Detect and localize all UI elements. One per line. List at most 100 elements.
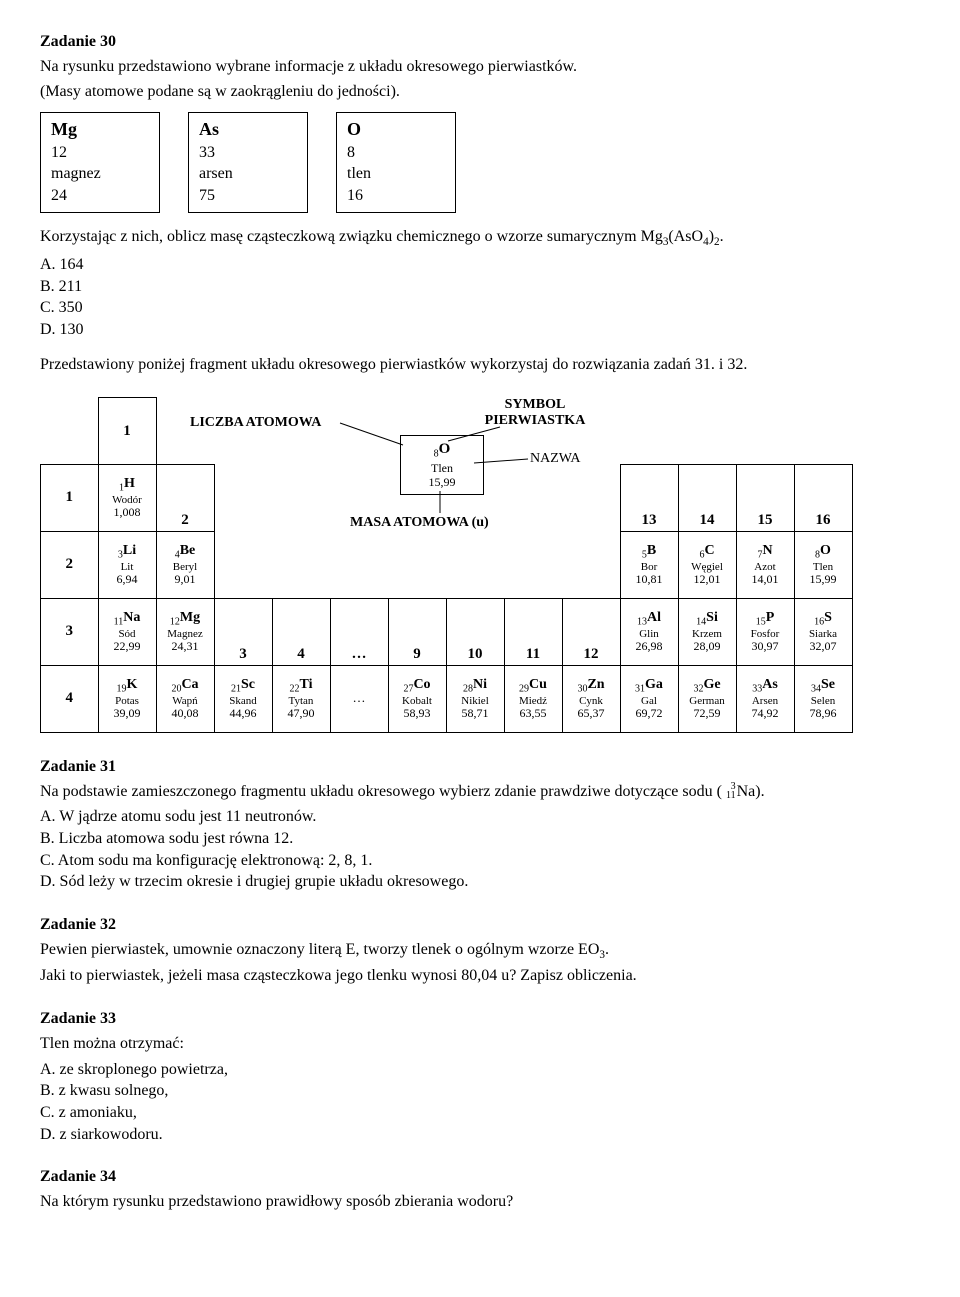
answer-a: A. ze skroplonego powietrza, bbox=[40, 1059, 920, 1081]
group-head-11: 11 bbox=[504, 598, 562, 665]
pt-cell: 22TiTytan47,90 bbox=[272, 665, 330, 732]
t31-intro-text: Na podstawie zamieszczonego fragmentu uk… bbox=[40, 783, 722, 800]
card-symbol: O bbox=[347, 117, 445, 141]
q-dot: . bbox=[720, 228, 724, 245]
answer-d: D. Sód leży w trzecim okresie i drugiej … bbox=[40, 871, 920, 893]
pt-cell: 11NaSód22,99 bbox=[98, 598, 156, 665]
task-30-title: Zadanie 30 bbox=[40, 32, 920, 53]
pt-cell: 29CuMiedź63,55 bbox=[504, 665, 562, 732]
group-head-9: 9 bbox=[388, 598, 446, 665]
task-34-title: Zadanie 34 bbox=[40, 1167, 920, 1188]
pt-cell: 31GaGal69,72 bbox=[620, 665, 678, 732]
pt-cell: 4BeBeryl9,01 bbox=[156, 531, 214, 598]
answer-d: D. z siarkowodoru. bbox=[40, 1124, 920, 1146]
group-head-16: 16 bbox=[794, 464, 852, 531]
q-pre: Korzystając z nich, oblicz masę cząstecz… bbox=[40, 228, 663, 245]
task-33-answers: A. ze skroplonego powietrza, B. z kwasu … bbox=[40, 1059, 920, 1145]
pt-cell: 1H Wodór 1,008 bbox=[98, 464, 156, 531]
task-34: Zadanie 34 Na którym rysunku przedstawio… bbox=[40, 1167, 920, 1213]
task-30-answers: A. 164 B. 211 C. 350 D. 130 bbox=[40, 254, 920, 340]
answer-a: A. 164 bbox=[40, 254, 920, 276]
answer-b: B. 211 bbox=[40, 276, 920, 298]
task-30-intro1: Na rysunku przedstawiono wybrane informa… bbox=[40, 57, 920, 78]
pt-cell: 16SSiarka32,07 bbox=[794, 598, 852, 665]
card-z: 8 bbox=[347, 142, 445, 164]
element-card-o: O 8 tlen 16 bbox=[336, 112, 456, 213]
group-head-3: 3 bbox=[214, 598, 272, 665]
group-head-12: 12 bbox=[562, 598, 620, 665]
task-30: Zadanie 30 Na rysunku przedstawiono wybr… bbox=[40, 32, 920, 375]
pt-cell: 27CoKobalt58,93 bbox=[388, 665, 446, 732]
task-30-question: Korzystając z nich, oblicz masę cząstecz… bbox=[40, 227, 920, 250]
pt-cell: 12MgMagnez24,31 bbox=[156, 598, 214, 665]
answer-d: D. 130 bbox=[40, 319, 920, 341]
bridge-text: Przedstawiony poniżej fragment układu ok… bbox=[40, 355, 920, 376]
group-head-1: 1 bbox=[98, 398, 156, 465]
task-33: Zadanie 33 Tlen można otrzymać: A. ze sk… bbox=[40, 1009, 920, 1145]
answer-a: A. W jądrze atomu sodu jest 11 neutronów… bbox=[40, 806, 920, 828]
task-34-intro: Na którym rysunku przedstawiono prawidło… bbox=[40, 1192, 920, 1213]
pt-cell: 13AlGlin26,98 bbox=[620, 598, 678, 665]
periodic-table-fragment: LICZBA ATOMOWA SYMBOL PIERWIASTKA NAZWA … bbox=[40, 397, 920, 733]
answer-c: C. z amoniaku, bbox=[40, 1102, 920, 1124]
task-30-intro2: (Masy atomowe podane są w zaokrągleniu d… bbox=[40, 82, 920, 103]
pt-cell: 3LiLit6,94 bbox=[98, 531, 156, 598]
pt-cell: 6CWęgiel12,01 bbox=[678, 531, 736, 598]
card-z: 12 bbox=[51, 142, 149, 164]
task-32-title: Zadanie 32 bbox=[40, 915, 920, 936]
group-head-ellipsis: … bbox=[330, 598, 388, 665]
group-head-15: 15 bbox=[736, 464, 794, 531]
period-4: 4 bbox=[41, 665, 99, 732]
element-cards-row: Mg 12 magnez 24 As 33 arsen 75 O 8 tlen … bbox=[40, 112, 920, 213]
pt-cell: 33AsArsen74,92 bbox=[736, 665, 794, 732]
card-symbol: Mg bbox=[51, 117, 149, 141]
answer-c: C. 350 bbox=[40, 297, 920, 319]
card-mass: 75 bbox=[199, 185, 297, 207]
pt-ellipsis: … bbox=[330, 665, 388, 732]
card-name: magnez bbox=[51, 163, 149, 185]
pt-cell: 19KPotas39,09 bbox=[98, 665, 156, 732]
pt-cell: 30ZnCynk65,37 bbox=[562, 665, 620, 732]
element-card-mg: Mg 12 magnez 24 bbox=[40, 112, 160, 213]
answer-c: C. Atom sodu ma konfigurację elektronową… bbox=[40, 850, 920, 872]
group-head-14: 14 bbox=[678, 464, 736, 531]
pt-cell: 28NiNikiel58,71 bbox=[446, 665, 504, 732]
pt-cell: 15PFosfor30,97 bbox=[736, 598, 794, 665]
answer-b: B. z kwasu solnego, bbox=[40, 1080, 920, 1102]
pt-cell: 7NAzot14,01 bbox=[736, 531, 794, 598]
period-2: 2 bbox=[41, 531, 99, 598]
period-1: 1 bbox=[41, 464, 99, 531]
group-head-10: 10 bbox=[446, 598, 504, 665]
answer-b: B. Liczba atomowa sodu jest równa 12. bbox=[40, 828, 920, 850]
card-z: 33 bbox=[199, 142, 297, 164]
task-32-line2: Jaki to pierwiastek, jeżeli masa cząstec… bbox=[40, 966, 920, 987]
periodic-table: 1 1 1H Wodór 1,008 2 13 14 15 16 2 3LiLi… bbox=[40, 397, 853, 733]
card-mass: 16 bbox=[347, 185, 445, 207]
task-32-line1: Pewien pierwiastek, umownie oznaczony li… bbox=[40, 940, 920, 963]
pt-cell: 8OTlen15,99 bbox=[794, 531, 852, 598]
pt-cell: 34SeSelen78,96 bbox=[794, 665, 852, 732]
q-mid: (AsO bbox=[668, 228, 703, 245]
task-31-title: Zadanie 31 bbox=[40, 757, 920, 778]
task-31: Zadanie 31 Na podstawie zamieszczonego f… bbox=[40, 757, 920, 893]
pt-cell: 20CaWapń40,08 bbox=[156, 665, 214, 732]
card-name: tlen bbox=[347, 163, 445, 185]
group-head-13: 13 bbox=[620, 464, 678, 531]
pt-cell: 14SiKrzem28,09 bbox=[678, 598, 736, 665]
task-32: Zadanie 32 Pewien pierwiastek, umownie o… bbox=[40, 915, 920, 987]
card-mass: 24 bbox=[51, 185, 149, 207]
task-31-answers: A. W jądrze atomu sodu jest 11 neutronów… bbox=[40, 806, 920, 892]
period-3: 3 bbox=[41, 598, 99, 665]
task-33-intro: Tlen można otrzymać: bbox=[40, 1034, 920, 1055]
pt-cell: 5BBor10,81 bbox=[620, 531, 678, 598]
task-31-intro: Na podstawie zamieszczonego fragmentu uk… bbox=[40, 782, 920, 803]
pt-cell: 21ScSkand44,96 bbox=[214, 665, 272, 732]
group-head-4: 4 bbox=[272, 598, 330, 665]
card-symbol: As bbox=[199, 117, 297, 141]
nuclide-na: 311Na bbox=[726, 783, 755, 800]
task-33-title: Zadanie 33 bbox=[40, 1009, 920, 1030]
pt-cell: 32GeGerman72,59 bbox=[678, 665, 736, 732]
element-card-as: As 33 arsen 75 bbox=[188, 112, 308, 213]
group-head-2: 2 bbox=[156, 464, 214, 531]
card-name: arsen bbox=[199, 163, 297, 185]
